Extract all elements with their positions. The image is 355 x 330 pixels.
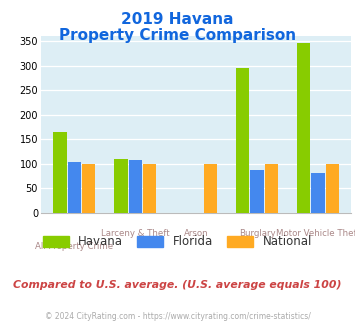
Text: Property Crime Comparison: Property Crime Comparison xyxy=(59,28,296,43)
Bar xyxy=(143,164,156,213)
Bar xyxy=(326,164,339,213)
Bar xyxy=(204,164,217,213)
Text: Larceny & Theft: Larceny & Theft xyxy=(101,229,170,238)
Text: Compared to U.S. average. (U.S. average equals 100): Compared to U.S. average. (U.S. average … xyxy=(13,280,342,290)
Bar xyxy=(67,162,81,213)
Bar xyxy=(53,132,67,213)
Text: 2019 Havana: 2019 Havana xyxy=(121,12,234,26)
Bar xyxy=(129,160,142,213)
Text: Motor Vehicle Theft: Motor Vehicle Theft xyxy=(276,229,355,238)
Text: All Property Crime: All Property Crime xyxy=(35,242,113,251)
Bar xyxy=(250,170,264,213)
Bar xyxy=(114,159,127,213)
Bar xyxy=(297,43,310,213)
Bar xyxy=(82,164,95,213)
Text: © 2024 CityRating.com - https://www.cityrating.com/crime-statistics/: © 2024 CityRating.com - https://www.city… xyxy=(45,312,310,321)
Legend: Havana, Florida, National: Havana, Florida, National xyxy=(38,231,317,253)
Bar xyxy=(311,173,325,213)
Text: Burglary: Burglary xyxy=(239,229,275,238)
Text: Arson: Arson xyxy=(184,229,208,238)
Bar xyxy=(236,68,250,213)
Bar xyxy=(265,164,278,213)
